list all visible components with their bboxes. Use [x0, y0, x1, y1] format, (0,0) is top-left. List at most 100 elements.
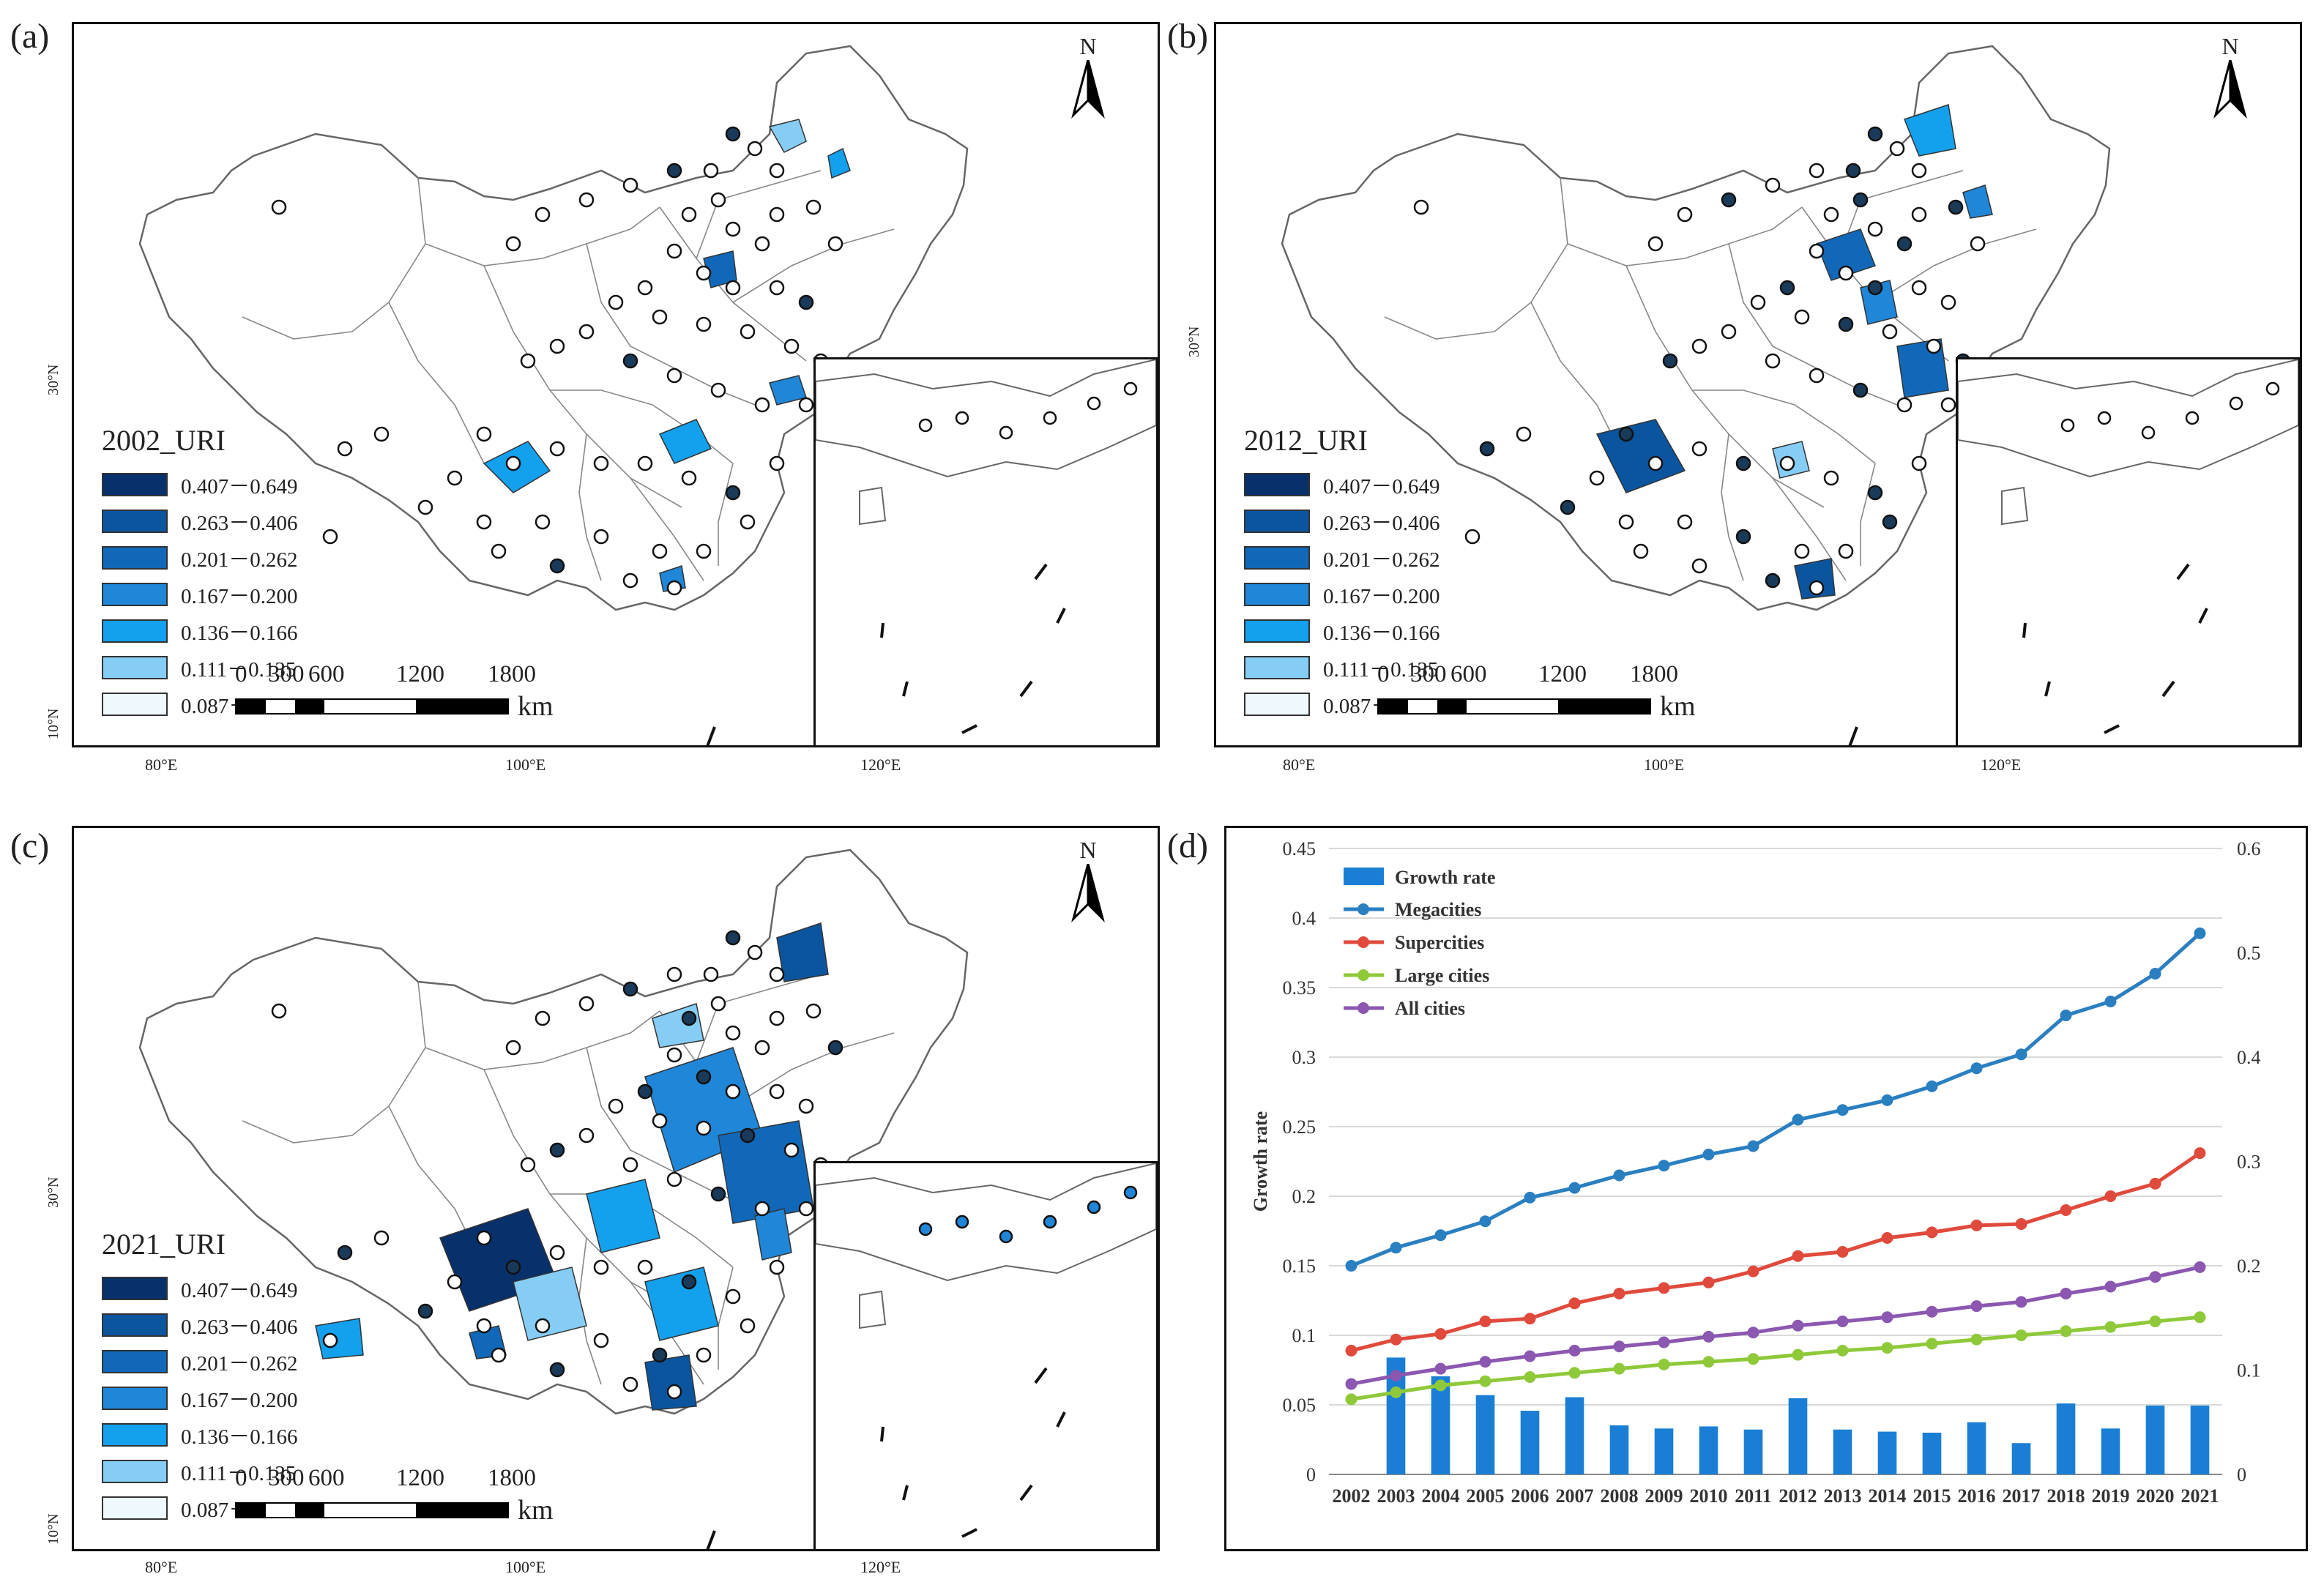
province-boundary: [1772, 477, 1847, 581]
legend-label: 0.201－0.262: [181, 548, 298, 572]
series-point: [1970, 1300, 1983, 1313]
province-boundary: [1838, 170, 1964, 259]
series-point: [2194, 1311, 2206, 1324]
legend-entry-label: Supercities: [1395, 932, 1484, 953]
north-arrow-svg: [1071, 863, 1105, 923]
series-point: [2060, 1288, 2072, 1299]
inset-city-marker: [999, 1229, 1013, 1244]
city-marker: [476, 1230, 492, 1246]
city-marker: [1560, 499, 1576, 515]
north-arrow-svg: [1071, 59, 1105, 119]
series-point: [1345, 1393, 1357, 1406]
scale-unit: km: [518, 1495, 554, 1526]
year-tick-label: 2014: [1869, 1485, 1907, 1507]
legend-row: 0.111－0.135: [102, 1453, 298, 1490]
growth-rate-bar: [1699, 1426, 1718, 1474]
city-marker: [754, 397, 770, 413]
series-point: [1881, 1232, 1893, 1244]
city-marker: [769, 1259, 785, 1275]
city-marker: [476, 514, 492, 530]
city-marker: [1735, 529, 1751, 545]
series-point: [1479, 1375, 1491, 1387]
city-marker: [549, 1362, 565, 1378]
growth-rate-bar: [1922, 1433, 1942, 1474]
city-marker: [747, 944, 763, 960]
north-label: N: [1079, 33, 1097, 59]
inset-city-marker: [1043, 1215, 1057, 1229]
city-marker: [652, 543, 668, 559]
inset-city-marker: [1043, 411, 1057, 425]
inset-dash-line: [880, 563, 1066, 734]
city-marker: [535, 1318, 551, 1334]
city-marker: [549, 1142, 565, 1158]
series-point: [1658, 1358, 1670, 1370]
city-marker: [549, 441, 565, 457]
city-marker: [1911, 280, 1927, 296]
legend-swatch: [102, 510, 168, 533]
city-marker: [491, 1347, 507, 1363]
city-marker: [637, 1083, 653, 1100]
city-marker: [754, 236, 770, 252]
city-marker: [1618, 514, 1634, 530]
province-boundary: [1874, 228, 2037, 303]
series-line: [1350, 932, 2202, 1268]
city-marker: [271, 199, 287, 215]
legend-swatch: [102, 473, 168, 496]
series-point: [1434, 1362, 1447, 1375]
city-marker: [652, 309, 668, 325]
series-point: [1658, 1282, 1670, 1294]
legend-marker: [1357, 903, 1369, 915]
city-marker: [1867, 280, 1883, 296]
legend-title: 2002_URI: [102, 424, 226, 457]
left-tick-label: 0.4: [1292, 908, 1316, 929]
city-marker: [1845, 163, 1861, 179]
scale-tick-label: 600: [308, 661, 345, 687]
series-line: [1351, 1265, 2201, 1386]
city-marker: [1479, 441, 1495, 457]
legend-row: 0.136－0.166: [1244, 613, 1440, 649]
map-svg: [138, 848, 969, 1549]
city-marker: [476, 426, 492, 442]
legend-title: 2021_URI: [102, 1228, 226, 1261]
city-marker: [1911, 163, 1927, 179]
inset-coastline: [1958, 359, 2298, 478]
city-marker: [740, 324, 756, 340]
city-marker: [593, 1259, 609, 1275]
city-marker: [622, 1157, 638, 1173]
inset-city-marker: [2097, 411, 2112, 425]
city-marker: [1721, 192, 1737, 208]
city-marker: [1750, 294, 1766, 310]
series-line: [1351, 1315, 2200, 1401]
series-point: [2194, 1147, 2206, 1160]
growth-rate-chart: 0 0.05 0.1 0.15 0.2 0.25 0.3 0.35 0.4 0.45 0 0.1 0.2…: [1250, 838, 2261, 1507]
legend-swatch: [102, 1313, 168, 1337]
series-point: [2060, 1325, 2072, 1338]
series-point: [1836, 1316, 1849, 1327]
series-point: [1792, 1319, 1804, 1332]
lon-label-120-b: 120°E: [1981, 756, 2022, 774]
city-marker: [447, 470, 463, 486]
series-point: [1836, 1246, 1849, 1258]
growth-rate-bar: [2101, 1428, 2120, 1474]
legend-label: 0.136－0.166: [1323, 622, 1440, 645]
inset-island: [2001, 486, 2029, 526]
south-china-sea-inset: [813, 357, 1158, 745]
city-marker: [549, 1245, 565, 1261]
lon-label-100-a: 100°E: [505, 756, 546, 774]
city-marker: [1911, 455, 1927, 471]
city-marker: [417, 1303, 433, 1319]
city-marker: [666, 580, 682, 596]
legend-row: 0.111－0.135: [102, 649, 298, 686]
series-point: [1524, 1350, 1536, 1362]
inset-city-marker: [955, 411, 969, 425]
city-marker: [1633, 543, 1649, 559]
series-point: [2104, 1190, 2117, 1202]
city-region: [1794, 558, 1836, 600]
city-marker: [696, 316, 712, 332]
series-point: [1390, 1333, 1402, 1346]
city-marker: [1691, 441, 1707, 457]
map-panel-c: 2021_URI 0.407－0.649 0.263－0.406 0.201－0.26…: [72, 826, 1160, 1551]
city-region: [754, 1208, 792, 1261]
city-marker: [1838, 543, 1854, 559]
left-tick-label: 0.2: [1292, 1186, 1316, 1207]
